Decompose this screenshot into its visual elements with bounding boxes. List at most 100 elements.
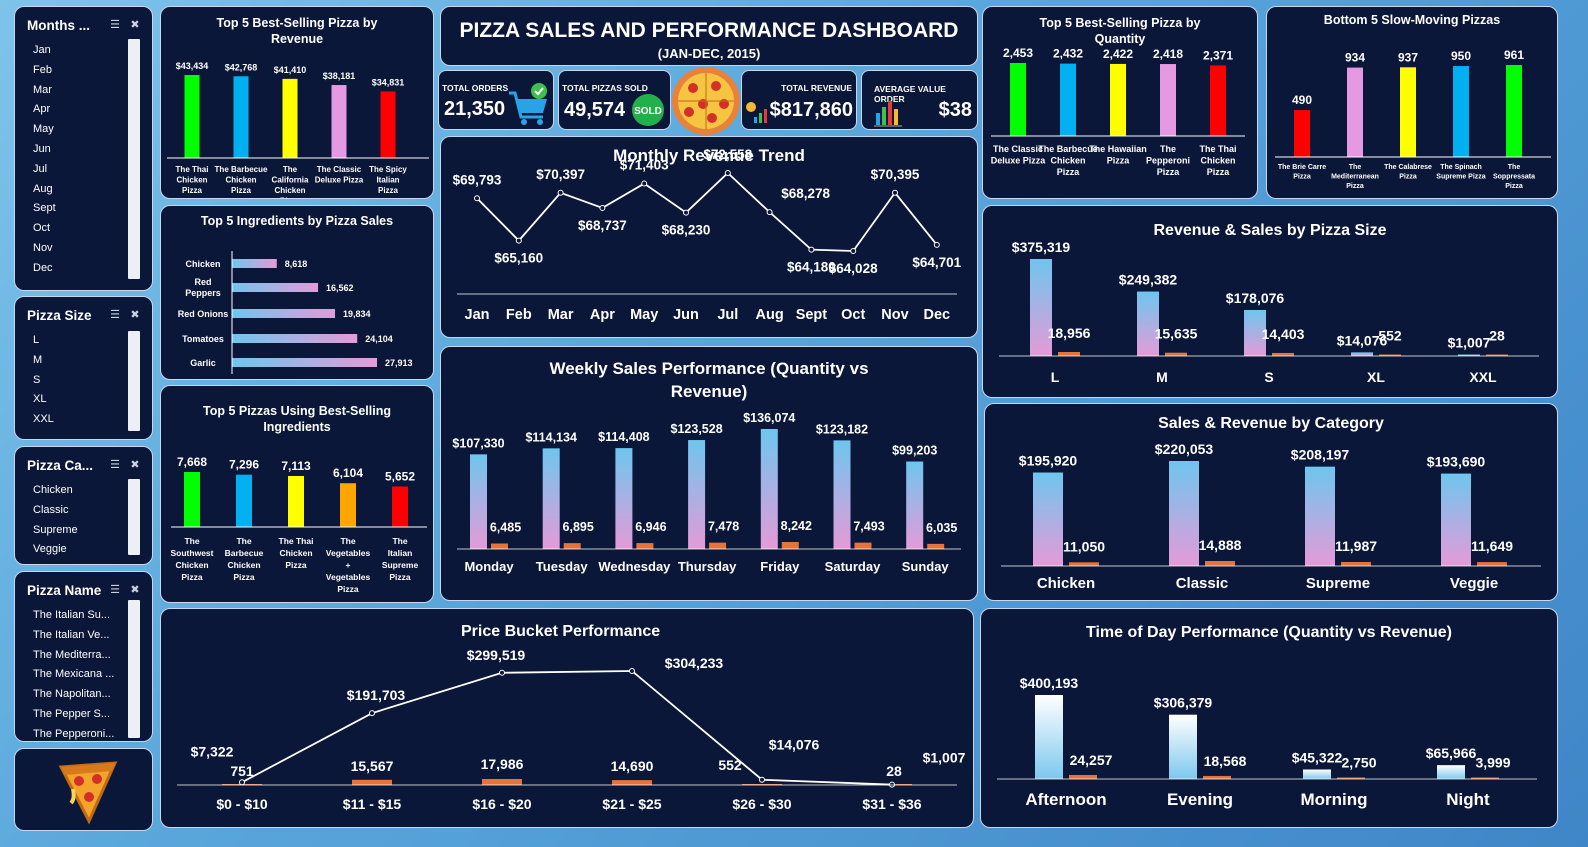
- bar: [1110, 63, 1126, 136]
- slicer-item[interactable]: Jul: [33, 162, 48, 175]
- category-label: $16 - $20: [472, 796, 531, 812]
- slicer-item[interactable]: Aug: [33, 182, 53, 195]
- slicer-item[interactable]: The Mexicana ...: [33, 668, 115, 681]
- category-label: The Thai Chicken Pizza: [176, 165, 209, 195]
- quantity-bar: [709, 542, 727, 549]
- slicer-item[interactable]: Oct: [33, 222, 51, 235]
- category-label: The Soppressata Pizza: [1493, 164, 1535, 190]
- revenue-label: $1,007: [1448, 335, 1491, 351]
- chart-title: Weekly Sales Performance (Quantity vs Re…: [549, 359, 869, 401]
- slicer-item[interactable]: L: [33, 334, 40, 346]
- data-label: $69,793: [453, 172, 502, 187]
- slicer-item[interactable]: Classic: [33, 503, 69, 516]
- category-label: $31 - $36: [862, 796, 921, 812]
- quantity-bar: [491, 543, 508, 549]
- quantity-bar: [563, 543, 581, 549]
- data-point: [683, 209, 689, 216]
- slicer-item[interactable]: Chicken: [33, 484, 73, 496]
- pizza-slice-icon: [58, 761, 118, 825]
- clear-filter-icon[interactable]: ✖: [130, 309, 140, 321]
- multi-select-icon[interactable]: ☰: [110, 459, 120, 471]
- slicer-item[interactable]: Supreme: [33, 523, 78, 536]
- revenue-bar: [615, 448, 633, 549]
- multi-select-icon[interactable]: ☰: [110, 309, 120, 321]
- quantity-label: 15,567: [351, 758, 394, 774]
- scrollbar[interactable]: [128, 479, 140, 555]
- category-label: Veggie: [1450, 575, 1498, 592]
- slicer-item[interactable]: The Pepperoni...: [33, 727, 115, 740]
- slicer-item[interactable]: The Italian Su...: [33, 609, 111, 621]
- multi-select-icon[interactable]: ☰: [110, 19, 120, 31]
- price-bucket-panel: Price Bucket Performance $0 - $10 $11 - $…: [160, 608, 974, 828]
- revenue-label: $45,322: [1292, 749, 1343, 765]
- kpi-value: 49,574: [564, 99, 626, 121]
- bar-chart-icon: [874, 101, 902, 127]
- scrollbar[interactable]: [128, 331, 140, 431]
- revenue-label: $123,182: [816, 422, 868, 436]
- clear-filter-icon[interactable]: ✖: [130, 459, 140, 471]
- category-label: The Classic Deluxe Pizza: [991, 144, 1047, 166]
- data-label: $42,768: [225, 62, 258, 72]
- slicer-item[interactable]: M: [33, 353, 43, 366]
- clear-filter-icon[interactable]: ✖: [130, 19, 140, 31]
- data-label: 24,104: [365, 334, 393, 344]
- slicer-item[interactable]: The Italian Ve...: [33, 628, 110, 641]
- category-label: The Spicy Italian Pizza: [369, 165, 407, 195]
- category-label: The Thai Chicken Pizza: [1199, 144, 1236, 177]
- data-point: [641, 180, 648, 187]
- scrollbar[interactable]: [128, 600, 140, 738]
- quantity-label: 751: [230, 763, 254, 779]
- bar: [1060, 63, 1076, 136]
- slicer-item[interactable]: Nov: [33, 241, 53, 254]
- category-label: M: [1156, 369, 1168, 385]
- best-ingredients-panel: Top 5 Pizzas Using Best-Selling Ingredie…: [160, 385, 434, 603]
- quantity-bar: [1069, 775, 1097, 779]
- data-point: [759, 776, 765, 783]
- category-label: S: [1264, 369, 1273, 385]
- quantity-label: 15,635: [1155, 326, 1198, 342]
- bottom5-chart: 490 The Brie Carre Pizza 934 The Mediterranea…: [1275, 48, 1551, 190]
- quantity-bar: [1341, 561, 1371, 566]
- slicer-item[interactable]: S: [33, 373, 41, 386]
- category-label: Saturday: [825, 559, 881, 574]
- months-slicer: Months ... ☰ ✖ Jan Feb Mar Apr May Jun J…: [14, 6, 153, 291]
- scrollbar[interactable]: [128, 39, 140, 279]
- total-pizzas-card: TOTAL PIZZAS SOLD 49,574 SOLD: [558, 70, 671, 130]
- revenue-bar: [1169, 461, 1199, 566]
- price-bucket-chart: $0 - $10 $11 - $15 $16 - $20 $21 - $25 $26 -…: [177, 647, 966, 812]
- bar: [232, 309, 336, 318]
- slicer-item[interactable]: Dec: [33, 261, 53, 274]
- slicer-item[interactable]: XXL: [33, 413, 54, 426]
- data-label: $43,434: [176, 61, 209, 71]
- category-label: The Thai Chicken Pizza: [279, 536, 314, 570]
- quantity-bar: [1203, 775, 1231, 779]
- slicer-item[interactable]: Jan: [33, 44, 51, 56]
- slicer-item[interactable]: Jun: [33, 142, 51, 155]
- quantity-label: 7,478: [708, 520, 739, 534]
- axis-tick-label: Dec: [923, 307, 950, 323]
- slicer-item[interactable]: Veggie: [33, 543, 67, 556]
- axis-tick-label: Nov: [881, 307, 908, 323]
- data-label: $38,181: [323, 71, 356, 81]
- quantity-bar: [1379, 354, 1401, 356]
- slicer-item[interactable]: The Mediterra...: [33, 648, 111, 661]
- category-panel: Sales & Revenue by Category $195,920 11,0…: [984, 403, 1558, 601]
- category-label: Sunday: [902, 559, 950, 574]
- category-label: Tuesday: [536, 559, 589, 574]
- slicer-item[interactable]: May: [33, 123, 54, 136]
- category-label: XL: [1367, 369, 1385, 385]
- slicer-item[interactable]: Mar: [33, 83, 52, 96]
- slicer-item[interactable]: Apr: [33, 103, 51, 116]
- slicer-item[interactable]: Sept: [33, 202, 56, 215]
- clear-filter-icon[interactable]: ✖: [130, 584, 140, 596]
- category-label: $21 - $25: [602, 796, 661, 812]
- slicer-item[interactable]: XL: [33, 393, 47, 406]
- axis-tick-label: Jul: [717, 307, 738, 323]
- slicer-item[interactable]: The Napolitan...: [33, 688, 111, 701]
- slicer-item[interactable]: Feb: [33, 63, 52, 76]
- revenue-bar: [688, 440, 706, 549]
- slicer-item[interactable]: The Pepper S...: [33, 707, 111, 720]
- multi-select-icon[interactable]: ☰: [110, 584, 120, 596]
- category-label: Chicken: [1037, 575, 1095, 592]
- data-label: 16,562: [326, 283, 354, 293]
